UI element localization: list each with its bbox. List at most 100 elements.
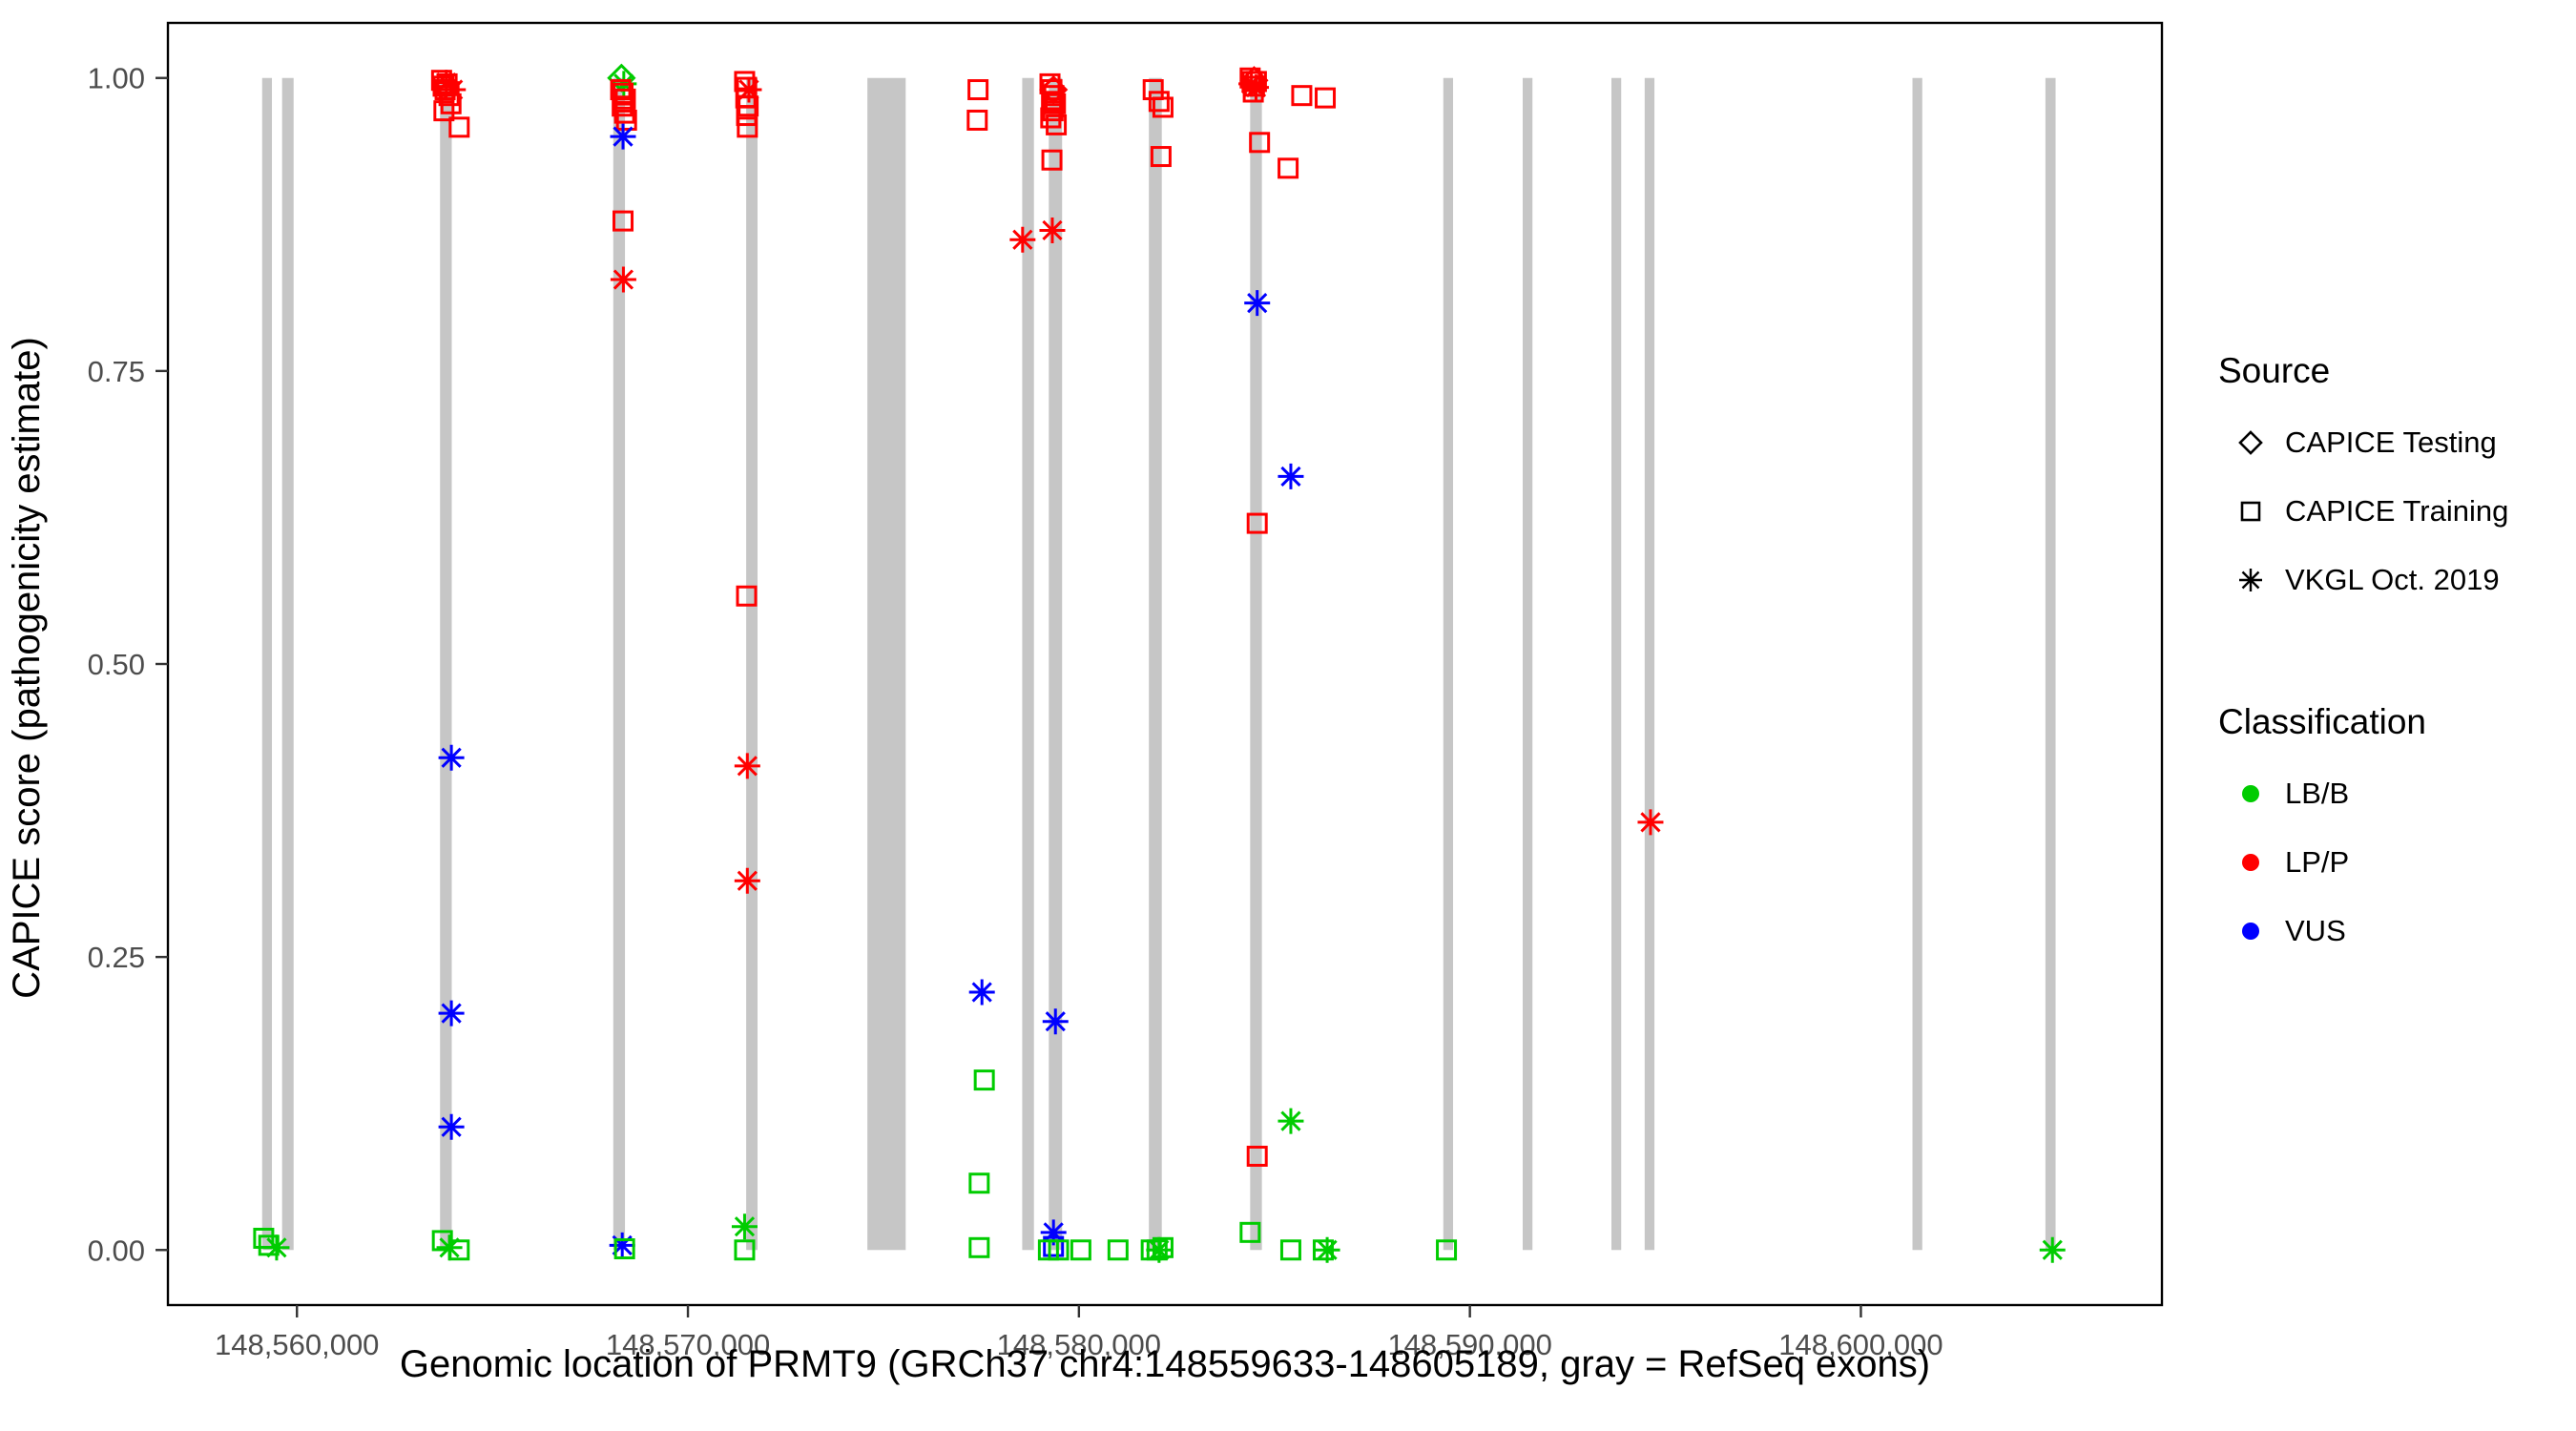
data-point-asterisk — [1244, 290, 1271, 317]
exon-bar — [1250, 77, 1262, 1251]
data-point-square — [1239, 1221, 1261, 1243]
legend-item-label: LB/B — [2285, 777, 2350, 810]
y-tick-label: 0.50 — [88, 648, 145, 681]
legend-classification-title: Classification — [2218, 702, 2426, 741]
data-point-asterisk — [2039, 1236, 2066, 1263]
data-point-asterisk — [1278, 463, 1304, 489]
data-point-square — [433, 100, 455, 122]
exon-bar — [2045, 77, 2056, 1251]
exon-bar — [261, 77, 273, 1251]
data-point-square — [1291, 85, 1313, 107]
data-point-square — [448, 1239, 470, 1261]
legend-item-lbb: LB/B — [2218, 759, 2508, 828]
exon-bar — [1022, 77, 1034, 1251]
data-point-square — [736, 105, 758, 127]
data-point-square — [966, 109, 988, 131]
x-tick-label: 148,570,000 — [606, 1328, 770, 1361]
diamond-icon — [2238, 430, 2263, 455]
legend-item-vkgl: VKGL Oct. 2019 — [2218, 546, 2508, 614]
data-point-square — [1043, 1235, 1065, 1257]
data-point-square — [1046, 114, 1068, 135]
exon-bar — [440, 77, 452, 1251]
data-point-asterisk — [1042, 1008, 1069, 1035]
exon-bar — [1049, 77, 1063, 1251]
x-tick-label: 148,580,000 — [997, 1328, 1161, 1361]
data-point-asterisk — [1146, 1236, 1173, 1263]
data-point-square — [973, 1069, 995, 1091]
data-point-square — [613, 82, 634, 104]
data-point-asterisk — [734, 867, 760, 894]
data-point-square — [1045, 93, 1067, 114]
panel-border — [166, 21, 2164, 1307]
exon-bar — [1912, 77, 1922, 1251]
legend-item-lpp: LP/P — [2218, 828, 2508, 897]
exon-bar — [1610, 77, 1622, 1251]
legend-group-source: Source CAPICE Testing CAPICE Training VK… — [2218, 351, 2508, 614]
data-point-square — [1040, 107, 1062, 129]
data-point-square — [615, 109, 637, 131]
data-point-square — [1107, 1239, 1129, 1261]
blue-dot-icon — [2242, 923, 2259, 940]
legend-item-label: LP/P — [2285, 845, 2350, 879]
data-point-square — [736, 585, 758, 607]
data-point-asterisk — [438, 1000, 465, 1027]
data-point-diamond — [1239, 66, 1269, 95]
square-icon — [2240, 501, 2261, 522]
data-point-square — [613, 210, 634, 232]
data-point-square — [612, 95, 634, 117]
exon-bar — [746, 77, 758, 1251]
data-point-square — [1436, 1239, 1458, 1261]
data-point-square — [734, 1239, 756, 1261]
data-point-square — [1278, 157, 1299, 179]
data-point-square — [1048, 1239, 1070, 1261]
data-point-square — [968, 1172, 990, 1194]
y-tick-label: 0.75 — [88, 355, 145, 388]
green-dot-icon — [2242, 785, 2259, 802]
data-point-asterisk — [1637, 809, 1664, 836]
legend-item-label: VKGL Oct. 2019 — [2285, 563, 2500, 596]
data-point-square — [448, 116, 470, 138]
data-point-square — [967, 79, 989, 101]
exon-bar — [1443, 77, 1454, 1251]
legend-item-vus: VUS — [2218, 897, 2508, 965]
legend-item-label: VUS — [2285, 914, 2346, 947]
y-tick-label: 0.00 — [88, 1234, 145, 1267]
data-point-square — [1148, 91, 1170, 113]
exon-bar — [1522, 77, 1533, 1251]
x-axis-title: Genomic location of PRMT9 (GRCh37 chr4:1… — [399, 1343, 1931, 1385]
exon-bar — [281, 77, 294, 1251]
data-point-square — [1279, 1239, 1301, 1261]
data-point-square — [440, 93, 462, 114]
red-dot-icon — [2242, 854, 2259, 871]
exon-bar — [1149, 77, 1162, 1251]
y-tick-label: 0.25 — [88, 941, 145, 974]
data-point-asterisk — [438, 744, 465, 771]
legend-item-label: CAPICE Training — [2285, 494, 2509, 528]
legend-item-label: CAPICE Testing — [2285, 425, 2497, 459]
asterisk-icon — [2239, 569, 2262, 591]
x-tick-label: 148,590,000 — [1387, 1328, 1551, 1361]
legend-group-classification: Classification LB/B LP/P VUS — [2218, 702, 2508, 965]
data-point-asterisk — [440, 76, 467, 103]
data-point-square — [1070, 1239, 1091, 1261]
data-point-square — [1041, 149, 1063, 171]
legend-item-capice-training: CAPICE Training — [2218, 477, 2508, 546]
legend-source-title: Source — [2218, 351, 2331, 390]
data-point-asterisk — [1314, 1236, 1340, 1263]
data-point-asterisk — [609, 1232, 635, 1258]
data-point-asterisk — [263, 1234, 290, 1261]
data-point-asterisk — [1009, 226, 1036, 253]
exon-bar — [613, 77, 626, 1251]
x-tick-label: 148,560,000 — [215, 1328, 379, 1361]
data-point-asterisk — [731, 1213, 758, 1240]
data-point-asterisk — [610, 123, 636, 150]
y-axis-title: CAPICE score (pathogenicity estimate) — [6, 337, 48, 999]
data-point-asterisk — [734, 753, 760, 779]
legend-item-capice-testing: CAPICE Testing — [2218, 408, 2508, 477]
y-tick-label: 1.00 — [88, 62, 145, 95]
data-point-square — [1246, 1145, 1268, 1167]
data-point-square — [1150, 146, 1172, 168]
legend: Source CAPICE Testing CAPICE Training VK… — [2218, 351, 2508, 965]
data-point-diamond — [1039, 74, 1069, 105]
